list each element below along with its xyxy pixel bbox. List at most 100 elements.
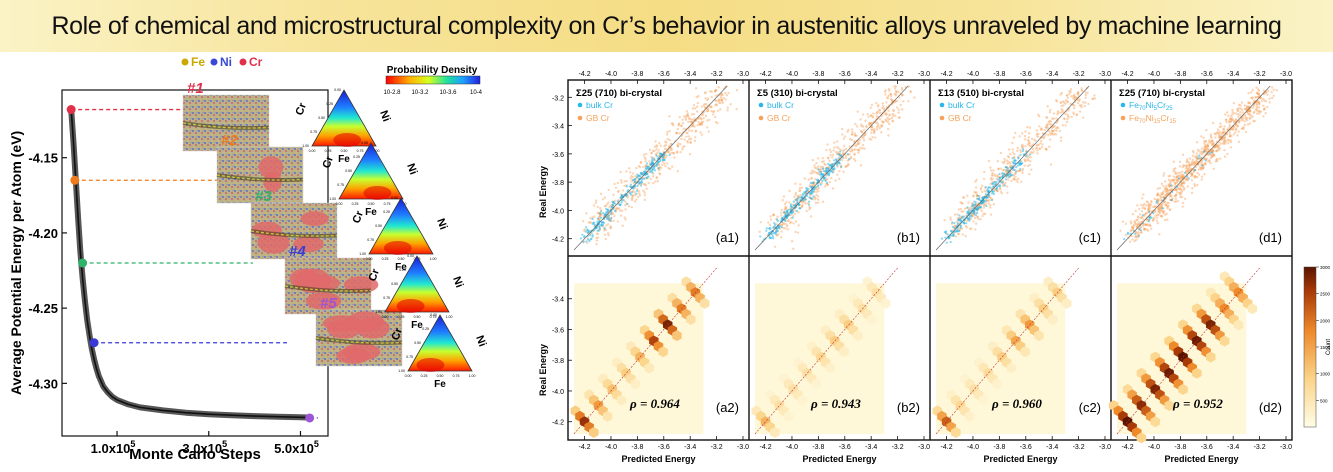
gb-point: [981, 184, 984, 188]
scatter-panel-title: Σ25 (710) bi-crystal: [1119, 88, 1205, 99]
ternary-tick-label: 0.25: [325, 149, 332, 153]
gb-point: [1140, 220, 1143, 224]
gb-point: [1222, 137, 1226, 140]
gb-point: [1066, 94, 1069, 97]
gb-point: [1059, 101, 1063, 104]
cr-cluster: [356, 317, 390, 339]
gb-point: [1250, 114, 1253, 117]
gb-point: [1182, 181, 1185, 185]
bulk-point: [971, 207, 974, 210]
gb-point: [817, 165, 820, 168]
gb-point: [1232, 101, 1236, 105]
ternary-tick-label: 0.50: [414, 341, 421, 345]
heatmap-panel-label: (b2): [897, 400, 920, 415]
gb-point: [1211, 148, 1214, 152]
gb-point: [724, 86, 727, 89]
gb-point: [614, 186, 618, 189]
gb-point: [1230, 115, 1233, 118]
gb-point: [1179, 171, 1182, 175]
gb-point: [800, 205, 804, 208]
ternary-tick-label: 0.25: [399, 268, 406, 272]
bulk-point: [815, 185, 818, 189]
gb-point: [1221, 131, 1225, 135]
gb-point: [1140, 231, 1143, 234]
gb-point: [1131, 212, 1135, 216]
top-x-tick-label: -3.0: [918, 71, 930, 78]
bulk-point: [822, 170, 826, 173]
gb-point: [1175, 193, 1178, 196]
gb-point: [834, 150, 838, 154]
bulk-point: [985, 196, 988, 199]
gb-point: [1049, 131, 1052, 135]
gb-point: [1080, 89, 1084, 92]
gb-point: [1181, 176, 1184, 180]
hex-bin: [770, 427, 780, 438]
bulk-point: [774, 232, 777, 235]
gb-point: [1234, 123, 1238, 126]
gb-point: [1175, 189, 1178, 192]
gb-point: [677, 124, 680, 127]
cr-cluster: [305, 292, 342, 310]
gb-point: [1243, 120, 1246, 123]
gb-point: [1181, 181, 1185, 185]
hex-bin: [1178, 383, 1188, 395]
gb-point: [955, 220, 959, 223]
bulk-point: [821, 173, 824, 176]
gb-point: [809, 172, 812, 175]
gb-point: [594, 201, 598, 205]
gb-point: [664, 165, 667, 168]
gb-point: [1167, 204, 1170, 208]
gb-point: [826, 143, 829, 146]
gb-point: [644, 160, 647, 163]
gb-point: [1169, 180, 1172, 183]
cr-cluster: [327, 319, 361, 339]
gb-point: [836, 140, 839, 143]
probability-density-legend: Probability Density 10-2.8 10-3.2 10-3.6…: [383, 65, 482, 96]
gb-point: [845, 164, 849, 168]
gb-point: [1166, 189, 1169, 193]
gb-point: [1221, 137, 1224, 141]
bulk-point: [1138, 227, 1141, 230]
gb-point: [1227, 139, 1231, 142]
gb-point: [678, 132, 681, 135]
gb-point: [624, 200, 627, 203]
bulk-point: [769, 236, 772, 239]
gb-point: [1181, 166, 1184, 169]
gb-point: [794, 193, 797, 196]
gb-point: [862, 139, 866, 142]
bulk-point: [950, 230, 953, 233]
gb-point: [1068, 92, 1071, 95]
gb-point: [878, 118, 882, 121]
gb-point: [1147, 208, 1150, 211]
gb-point: [1246, 116, 1249, 120]
gb-point: [648, 160, 651, 163]
gb-point: [1014, 172, 1017, 175]
hex-bin: [644, 362, 654, 374]
gb-point: [1156, 192, 1159, 196]
gb-point: [595, 199, 598, 202]
gb-point: [629, 171, 632, 174]
gb-point: [1260, 99, 1264, 103]
gb-point: [725, 94, 729, 97]
gb-point: [629, 177, 632, 180]
gb-point: [1248, 117, 1252, 120]
bottom-x-tick-label: -3.6: [1020, 444, 1032, 451]
gb-point: [877, 124, 880, 128]
gb-point: [1227, 121, 1230, 124]
gb-point: [983, 204, 986, 207]
gb-point: [651, 149, 655, 153]
gb-point: [1212, 154, 1216, 157]
gb-point: [780, 230, 783, 233]
gb-point: [1149, 200, 1153, 203]
gb-point: [1160, 214, 1163, 218]
gb-point: [961, 196, 965, 199]
bottom-x-tick-label: -3.2: [1254, 444, 1266, 451]
gb-point: [1066, 114, 1070, 118]
bulk-point: [804, 190, 807, 193]
gb-point: [887, 109, 890, 112]
gb-point: [1202, 136, 1205, 140]
gb-point: [704, 114, 708, 118]
gb-point: [1158, 207, 1162, 210]
gb-point: [691, 124, 695, 128]
bulk-point: [649, 170, 652, 173]
